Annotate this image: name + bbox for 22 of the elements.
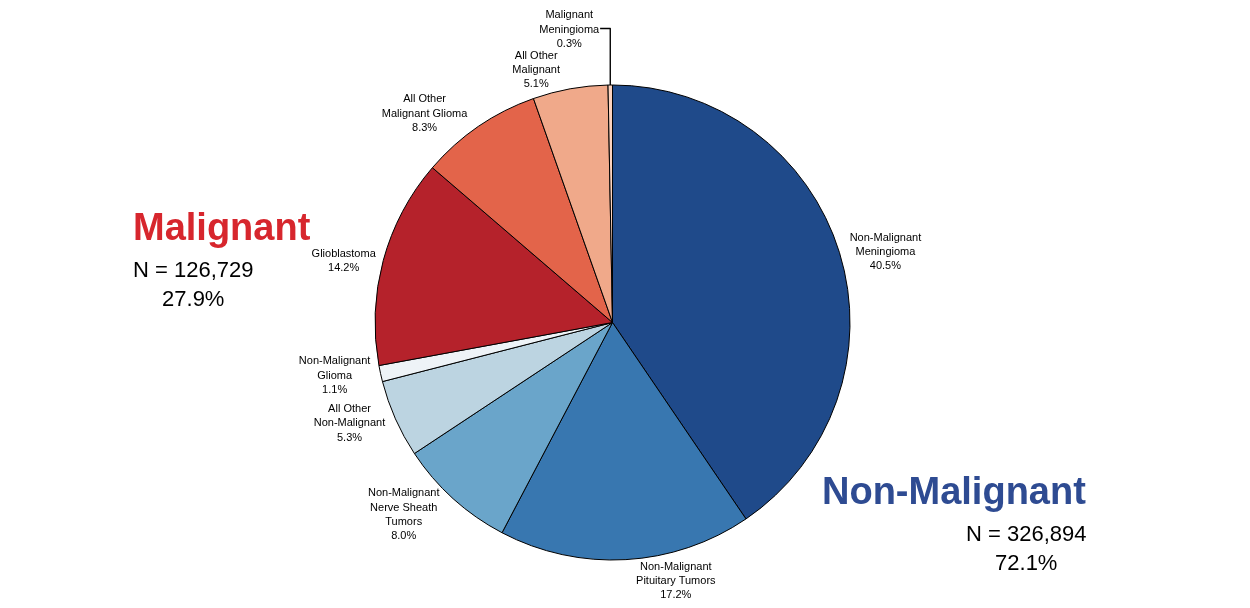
slice-label: Malignant Meningioma: [539, 8, 601, 35]
data-label: 8.3%: [412, 120, 438, 133]
data-label: 5.1%: [523, 77, 549, 90]
slice-label: All Other Non-Malignant: [313, 401, 386, 429]
data-label: 1.1%: [322, 382, 348, 395]
slice-label: All Other Malignant: [512, 48, 561, 76]
text: N = 126,729 27.9%: [133, 257, 254, 311]
data-label: 5.3%: [336, 430, 363, 443]
text: Non-Malignant: [822, 470, 1087, 512]
slice-label: Non-Malignant Glioma: [298, 354, 371, 381]
data-label: 0.3%: [556, 36, 583, 49]
data-label: 8.0%: [391, 529, 417, 542]
data-label: 17.2%: [660, 588, 692, 601]
text: N = 326,894 72.1%: [966, 521, 1087, 575]
slice-label: All Other Malignant Glioma: [381, 92, 469, 119]
text: Malignant: [133, 206, 311, 248]
slice-label: Non-Malignant Meningioma: [849, 230, 922, 257]
slice-label: Non-Malignant Nerve Sheath Tumors: [367, 486, 440, 527]
data-label: 14.2%: [328, 260, 360, 273]
slice-label: Glioblastoma: [311, 246, 377, 259]
slice-label: Non-Malignant Pituitary Tumors: [636, 559, 717, 586]
data-label: 40.5%: [869, 259, 902, 272]
